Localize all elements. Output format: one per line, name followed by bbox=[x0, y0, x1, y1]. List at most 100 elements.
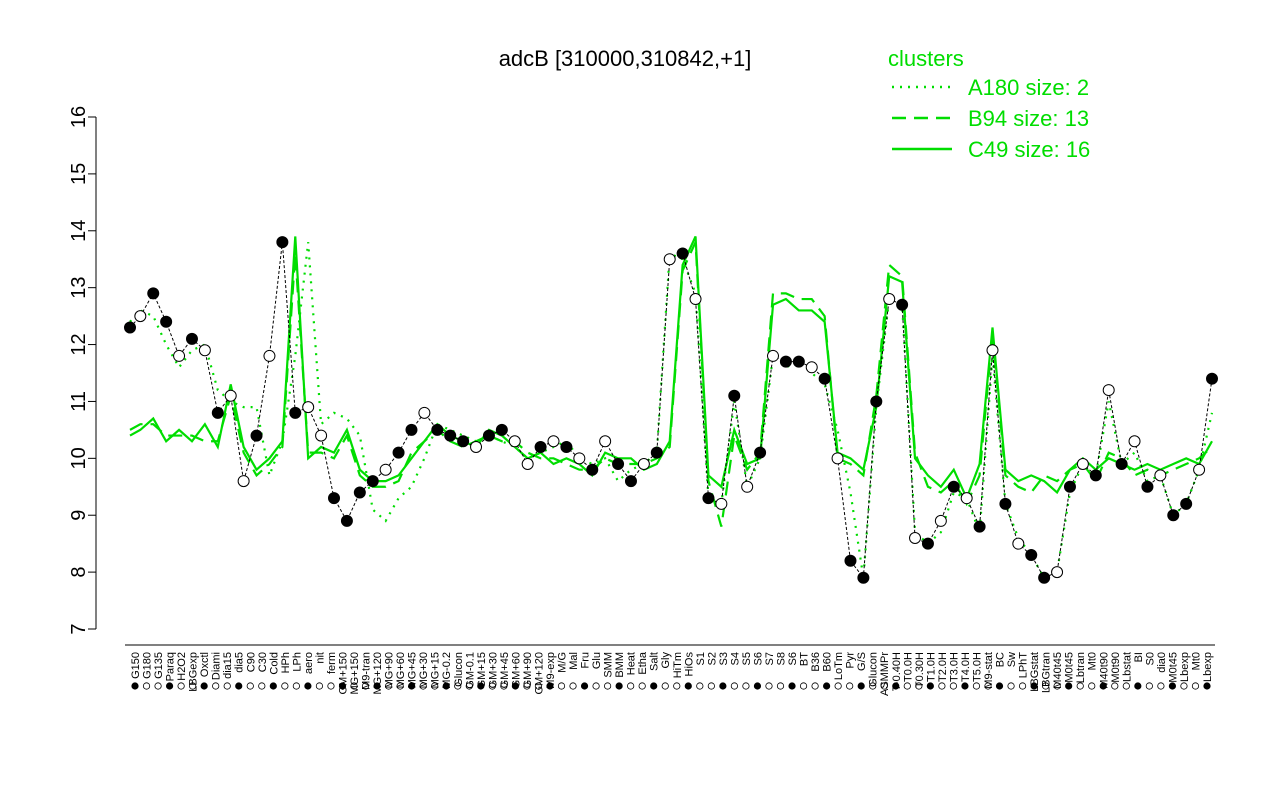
data-point bbox=[909, 531, 922, 544]
x-tick-label: GM+15 bbox=[476, 652, 488, 688]
data-point bbox=[418, 406, 431, 419]
data-point bbox=[870, 395, 883, 408]
chart-title: adcB [310000,310842,+1] bbox=[499, 46, 752, 71]
data-point bbox=[612, 458, 625, 471]
rug-mark bbox=[419, 682, 427, 690]
rug-mark bbox=[154, 682, 162, 690]
x-tick-label: Salt bbox=[649, 652, 661, 671]
data-point bbox=[1089, 469, 1102, 482]
data-point bbox=[1076, 458, 1089, 471]
legend-title: clusters bbox=[888, 46, 964, 71]
rug-mark bbox=[799, 682, 808, 690]
rug-mark bbox=[580, 682, 589, 690]
rug-mark bbox=[949, 682, 958, 690]
data-point bbox=[185, 332, 198, 345]
rug-mark bbox=[500, 682, 508, 690]
x-axis-labels: G150 G180 G135 Paraq H2O2 LBGexp Oxctl Diami dia… bbox=[130, 651, 1214, 696]
rug-mark bbox=[880, 682, 888, 690]
series-lines bbox=[129, 236, 1214, 580]
x-tick-label: dia5 bbox=[234, 652, 246, 673]
x-tick-label: Mal bbox=[568, 652, 580, 670]
rug-mark bbox=[846, 682, 854, 690]
x-tick-label: Lbstat bbox=[1121, 652, 1133, 682]
data-point bbox=[1102, 384, 1115, 397]
rug-mark bbox=[730, 682, 738, 690]
data-point bbox=[276, 236, 289, 249]
rug-mark bbox=[984, 682, 992, 690]
rug-mark bbox=[719, 682, 727, 690]
data-point bbox=[702, 492, 715, 505]
y-tick-label: 15 bbox=[68, 163, 90, 185]
rug-mark bbox=[627, 682, 635, 690]
rug-mark bbox=[892, 682, 900, 690]
x-tick-label: T5.0H bbox=[971, 652, 983, 682]
x-tick-label: LoTm bbox=[833, 652, 845, 680]
rug-mark bbox=[1007, 682, 1015, 690]
rug-mark bbox=[292, 682, 300, 690]
x-tick-label: Glucon bbox=[868, 652, 880, 687]
data-point bbox=[508, 435, 521, 448]
data-point bbox=[1038, 571, 1051, 584]
data-point bbox=[147, 287, 160, 300]
data-point bbox=[211, 406, 224, 419]
rug-mark bbox=[661, 682, 669, 690]
rug-mark bbox=[131, 682, 139, 690]
x-tick-label: T2.0H bbox=[937, 652, 949, 682]
data-point bbox=[431, 423, 444, 436]
data-point bbox=[999, 497, 1012, 510]
y-tick-label: 11 bbox=[68, 391, 90, 412]
data-point bbox=[457, 435, 470, 448]
x-tick-label: Diami bbox=[211, 652, 223, 680]
rug-mark bbox=[869, 682, 877, 690]
rug-mark bbox=[1111, 682, 1119, 690]
x-tick-label: G180 bbox=[142, 652, 154, 679]
data-point bbox=[160, 315, 173, 328]
x-tick-label: G150 bbox=[130, 652, 142, 679]
x-tick-label: Oxctl bbox=[199, 652, 211, 677]
y-tick-label: 10 bbox=[68, 447, 90, 469]
rug-mark bbox=[223, 682, 231, 690]
data-point bbox=[921, 537, 934, 550]
data-point bbox=[198, 344, 211, 357]
rug-mark bbox=[373, 682, 381, 690]
rug-mark bbox=[811, 682, 819, 690]
data-point bbox=[173, 349, 186, 362]
data-point bbox=[1051, 566, 1064, 579]
rug-mark bbox=[638, 682, 646, 690]
rug-mark bbox=[823, 682, 831, 690]
x-tick-label: MG-0.2 bbox=[441, 652, 453, 689]
x-axis-rug bbox=[131, 682, 1211, 690]
rug-mark bbox=[258, 682, 266, 690]
data-point bbox=[379, 463, 392, 476]
x-tick-label: ferm bbox=[326, 652, 338, 674]
data-point bbox=[1115, 458, 1128, 471]
x-tick-label: G/S bbox=[856, 652, 868, 671]
data-point bbox=[818, 372, 831, 385]
rug-mark bbox=[477, 682, 485, 690]
rug-mark bbox=[926, 682, 934, 690]
y-axis-ticks: 7 8 9 10 11 12 13 14 15 16 bbox=[68, 106, 96, 635]
legend: clusters A180 size: 2 B94 size: 13 C49 siz… bbox=[888, 46, 1090, 162]
rug-mark bbox=[511, 682, 519, 690]
x-tick-label: SMM bbox=[603, 652, 615, 678]
data-point bbox=[405, 423, 418, 436]
x-tick-label: C30 bbox=[257, 652, 269, 672]
data-point bbox=[883, 293, 896, 306]
data-point bbox=[844, 554, 857, 567]
rug-mark bbox=[523, 682, 531, 690]
x-tick-label: GM+30 bbox=[487, 652, 499, 688]
x-tick-label: S4 bbox=[729, 652, 741, 665]
rug-mark bbox=[915, 682, 923, 690]
data-point bbox=[366, 475, 379, 488]
rug-mark bbox=[189, 682, 197, 690]
y-tick-label: 12 bbox=[68, 333, 90, 355]
data-point bbox=[1025, 549, 1038, 562]
data-point bbox=[986, 344, 999, 357]
rug-mark bbox=[1076, 682, 1084, 690]
x-tick-label: T-0.40H bbox=[891, 652, 903, 691]
data-point bbox=[831, 452, 844, 465]
data-point bbox=[934, 514, 947, 527]
x-tick-label: BT bbox=[799, 652, 811, 666]
rug-mark bbox=[384, 682, 393, 690]
x-tick-label: BI bbox=[1133, 652, 1145, 662]
